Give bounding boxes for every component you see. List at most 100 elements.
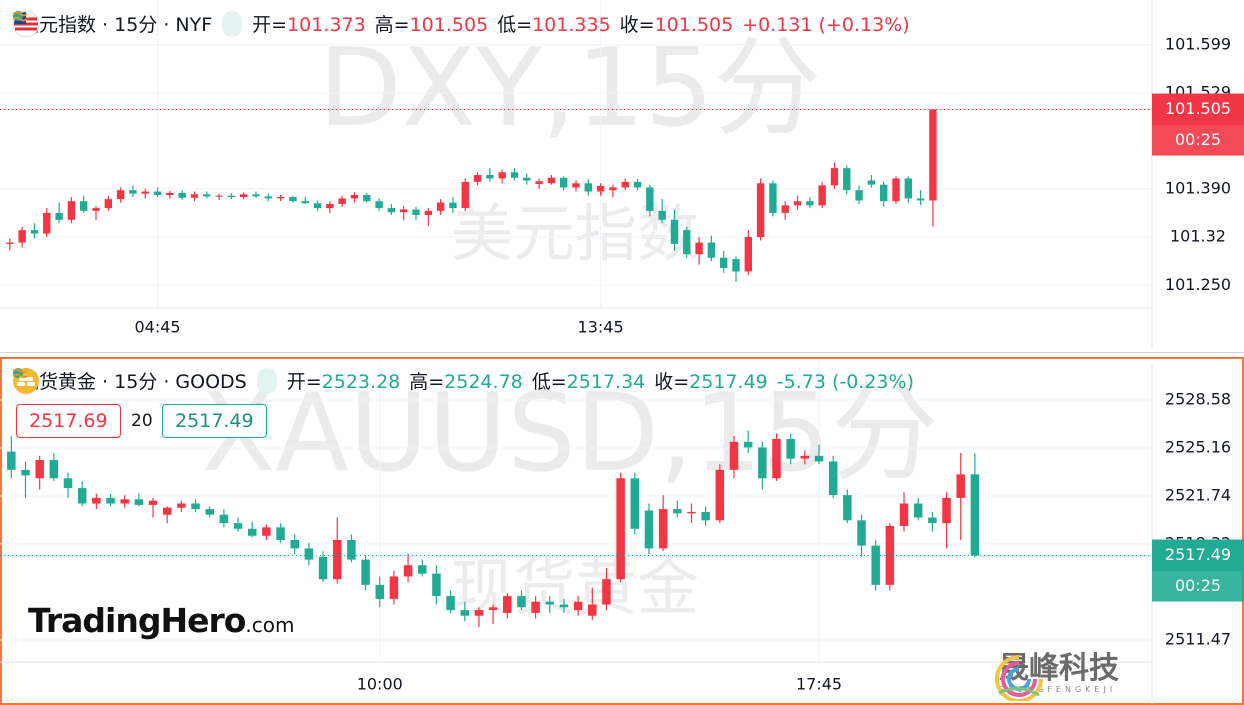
candle-body [148,500,158,505]
candle-body [449,202,457,209]
stat: 开=101.373 [252,14,366,36]
company-logo: 晟峰科技 SHENGFENGKEJI [993,653,1119,701]
ohlc-stats: 开=101.373 高=101.505 低=101.335 收=101.505 +0.1… [252,10,909,37]
candle-body [418,565,427,574]
candle-body [769,183,777,213]
stat-value: 2517.49 [689,371,768,393]
y-tick-label: 101.250 [1165,275,1231,294]
candle-body [318,556,328,580]
candle-body [913,503,923,518]
candle-body [67,201,76,220]
candle-body [35,460,44,479]
candle-body [290,539,299,549]
candle-body [970,474,980,556]
status-pill[interactable] [12,367,277,394]
candle-body [301,201,309,204]
candle-body [219,514,229,524]
countdown: 00:25 [1175,576,1221,595]
candle-body [436,202,445,211]
candle-body [916,198,925,201]
company-icon [995,655,1043,701]
candle-body [786,438,795,459]
candle-body [80,201,88,211]
candle-body [560,177,568,188]
candle-body [389,576,399,599]
candle-body [363,194,371,202]
xau-panel: XAUUSD,15分现货黄金2511.472518.322521.742525.… [0,357,1244,705]
dxy-chart: DXY,15分美元指数101.250101.32101.390101.52910… [0,0,1244,350]
candle-body [830,168,839,186]
x-tick-label: 04:45 [134,318,180,337]
last-price-box [1152,539,1244,572]
candle-body [588,604,597,616]
candle-body [460,610,470,616]
candle-body [793,201,802,206]
candle-body [646,187,654,211]
candle-body [486,175,494,179]
y-tick-label: 2511.47 [1165,629,1231,648]
candle-body [929,109,937,201]
candle-body [338,198,346,204]
watermark: DXY,15分 [319,26,822,151]
candle-body [332,539,342,580]
xau-chart: XAUUSD,15分现货黄金2511.472518.322521.742525.… [0,357,1244,705]
candle-body [756,183,765,238]
stat-label: 高= [409,371,445,393]
candle-body [205,509,214,515]
buy-button[interactable]: 2517.49 [162,404,267,438]
candle-body [503,596,512,613]
stat: 高=101.505 [375,14,489,36]
status-pill[interactable] [12,10,243,37]
candle-body [215,195,223,197]
last-price-label: 101.505 [1165,99,1231,118]
candle-body [904,178,912,199]
y-tick-label: 101.599 [1165,34,1231,53]
candle-body [403,565,413,577]
candle-body [535,181,543,184]
stat-value: 101.505 [409,14,489,36]
dxy-panel: DXY,15分 美元指数 101.250 101.32 101.390 101.529 10… [0,0,1244,352]
candle-body [134,499,144,505]
candle-body [264,196,272,199]
stat-value: 101.505 [654,14,734,36]
countdown-box [1152,571,1244,602]
candle-body [104,199,112,209]
candle-body [432,573,441,597]
candle-body [523,177,531,181]
sell-button[interactable]: 2517.69 [16,404,121,438]
logo-text: TradingHero [28,601,246,640]
candle-body [758,447,767,479]
logo-tld: .com [245,613,295,637]
candle-body [227,195,236,198]
last-price-label: 2517.49 [1165,545,1231,564]
x-tick-label: 13:45 [578,318,624,337]
stat-value: 101.335 [532,14,611,36]
xau-header: 现货黄金 · 15分 · GOODS 开=2523.28 高=2524.78 低=2… [12,367,914,394]
candle-body [828,461,838,496]
candle-body [670,219,679,244]
x-tick-label: 10:00 [357,675,403,694]
stat-label: 低= [497,14,533,36]
candle-body [461,181,469,209]
candle-body [247,528,257,536]
candle-body [885,525,895,585]
candle-body [956,474,965,498]
countdown: 00:25 [1175,130,1221,149]
candle-body [867,180,876,185]
candle-body [7,451,16,470]
candle-body [687,511,696,514]
tradinghero-logo: TradingHero.com [28,601,295,640]
candle-body [658,509,668,549]
candle-body [942,497,951,524]
candle-body [806,201,814,206]
candle-body [361,559,370,585]
candle-body [633,181,642,188]
candle-body [818,185,826,206]
candle-body [517,596,526,608]
candle-body [658,210,666,220]
candle-body [178,192,186,198]
stat-label: 收= [619,14,655,36]
candle-body [843,168,851,191]
panel-border [0,357,1244,705]
